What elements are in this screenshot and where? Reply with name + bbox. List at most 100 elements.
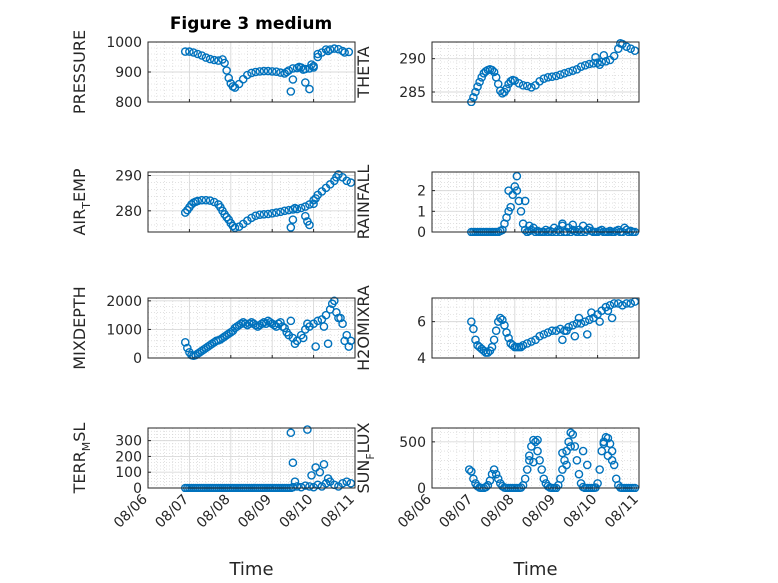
x-tick-label: 08/09 — [235, 492, 275, 532]
data-point — [607, 313, 617, 323]
data-point — [292, 482, 302, 491]
data-point — [626, 44, 636, 53]
x-tick-label: 08/08 — [194, 492, 234, 532]
data-point — [593, 58, 602, 67]
data-point — [286, 428, 296, 438]
data-point — [585, 59, 594, 69]
data-point — [332, 307, 341, 317]
data-point — [340, 48, 349, 57]
y-tick-label: 1000 — [106, 35, 142, 51]
y-tick-label: 290 — [115, 169, 142, 185]
data-point — [313, 316, 323, 326]
data-point — [469, 474, 478, 484]
data-point — [558, 448, 567, 458]
data-point — [276, 68, 285, 77]
data-point — [510, 182, 520, 191]
x-tick-label: 08/09 — [519, 492, 559, 532]
data-point — [605, 300, 615, 310]
data-point — [578, 446, 588, 456]
data-point — [516, 342, 526, 352]
data-point — [180, 208, 190, 217]
data-point — [514, 79, 524, 88]
data-point — [309, 61, 318, 71]
data-point — [234, 79, 244, 89]
y-axis-label: SUNFLUX — [354, 422, 377, 493]
data-point — [609, 299, 619, 308]
series-markers — [467, 297, 639, 357]
data-point — [303, 425, 312, 434]
data-point — [296, 203, 306, 213]
data-point — [483, 348, 493, 357]
axes-frame — [431, 427, 640, 489]
y-axis-label: H2OMIXRA — [354, 285, 373, 371]
axes-frame — [147, 171, 356, 233]
data-point — [323, 474, 333, 483]
data-point — [595, 465, 604, 474]
y-tick-label: 0 — [133, 351, 142, 367]
data-point — [329, 296, 339, 306]
data-point — [471, 335, 480, 345]
data-point — [491, 469, 501, 479]
data-point — [533, 435, 542, 445]
data-point — [533, 446, 542, 456]
data-point — [180, 337, 190, 347]
data-point — [498, 315, 507, 325]
data-point — [487, 469, 497, 479]
plot-area — [432, 172, 639, 232]
data-point — [307, 60, 316, 69]
data-point — [580, 61, 590, 70]
y-tick-label: 100 — [115, 465, 142, 481]
data-point — [185, 47, 194, 56]
data-point — [336, 313, 345, 323]
data-point — [303, 319, 312, 329]
data-point — [574, 313, 584, 323]
data-point — [471, 87, 480, 97]
y-axis-label: AIRTEMP — [70, 168, 93, 235]
data-point — [288, 64, 298, 73]
data-point — [562, 326, 571, 336]
data-point — [607, 456, 617, 465]
data-point — [311, 342, 320, 351]
data-point — [547, 326, 557, 336]
data-point — [582, 460, 592, 470]
data-point — [222, 66, 231, 75]
data-point — [568, 430, 578, 439]
y-tick-label: 2000 — [106, 294, 142, 310]
x-tick-label: 08/06 — [111, 491, 151, 531]
y-axis-label: TERRMSL — [70, 423, 93, 495]
data-point — [599, 51, 609, 60]
axes-frame — [431, 171, 640, 233]
data-point — [301, 202, 310, 211]
data-point — [493, 474, 503, 484]
data-point — [338, 478, 347, 488]
panel-sun_flux: 0 500 08/06 08/07 08/08 08/09 08/10 08/11 Time SU… — [354, 422, 642, 580]
data-point — [562, 460, 571, 470]
data-point — [605, 439, 615, 448]
y-tick-label: 0 — [417, 225, 426, 241]
data-point — [230, 223, 240, 233]
data-point — [329, 44, 339, 53]
data-point — [551, 326, 561, 336]
data-point — [576, 319, 586, 328]
y-tick-label: 280 — [115, 204, 142, 220]
data-point — [587, 308, 596, 317]
data-point — [622, 299, 631, 308]
data-point — [516, 207, 526, 216]
data-point — [259, 210, 269, 219]
y-tick-label: 0 — [133, 481, 142, 497]
data-point — [296, 63, 306, 72]
data-point — [524, 221, 534, 231]
data-point — [547, 72, 557, 81]
data-point — [224, 73, 234, 83]
data-point — [535, 331, 544, 341]
data-point — [342, 330, 352, 340]
data-point — [576, 62, 586, 71]
data-point — [539, 330, 549, 339]
data-point — [313, 52, 323, 62]
data-point — [319, 322, 329, 331]
data-point — [325, 45, 335, 54]
data-point — [255, 210, 265, 220]
